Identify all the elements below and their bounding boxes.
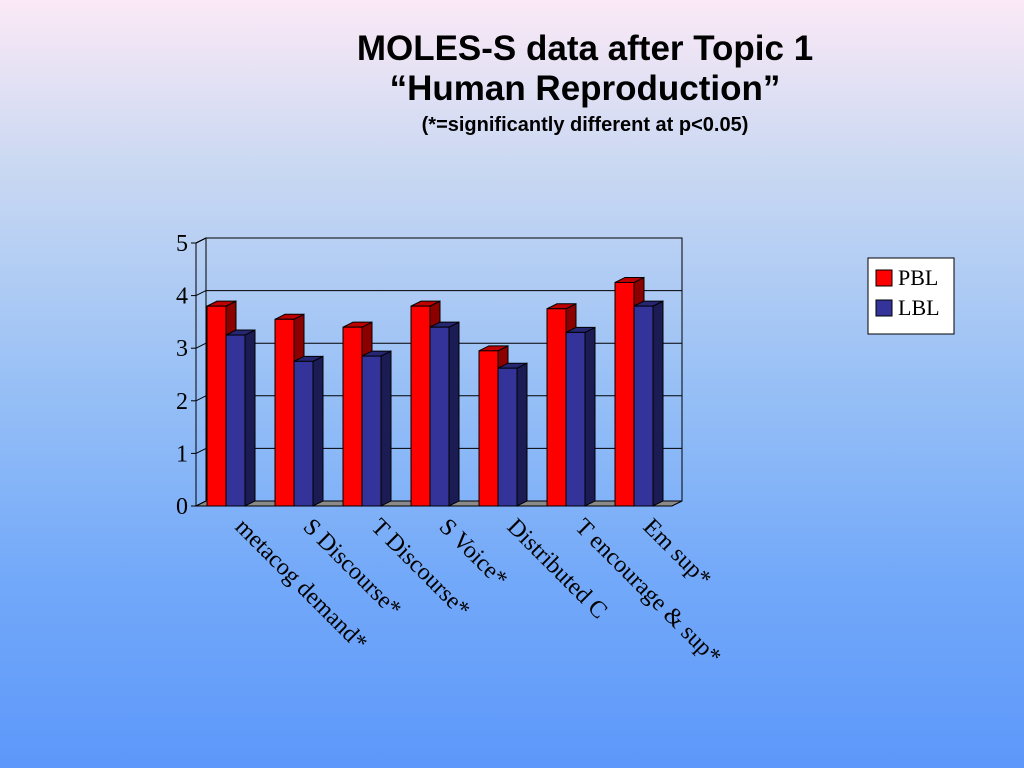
- bar-front-face: [546, 308, 567, 507]
- bar-front-face: [633, 305, 654, 507]
- gridline-side: [195, 237, 207, 244]
- bar-front-face: [274, 318, 295, 507]
- y-tick-label: 1: [176, 441, 188, 467]
- legend-swatch-lbl: [875, 299, 893, 317]
- bar-lbl: [293, 355, 324, 507]
- y-tick-label: 4: [176, 284, 188, 310]
- legend-swatch-pbl: [875, 269, 893, 287]
- legend-label-lbl: LBL: [898, 295, 940, 320]
- plot-area-side-wall: [195, 237, 207, 507]
- gridline-side: [195, 342, 207, 349]
- bar-front-face: [478, 350, 499, 507]
- bar-front-face: [410, 305, 431, 507]
- bar-front-face: [225, 334, 246, 507]
- gridline-side: [195, 290, 207, 297]
- bar-side-face: [584, 326, 596, 507]
- bar-lbl: [633, 300, 664, 507]
- bar-front-face: [206, 305, 227, 507]
- bar-side-face: [516, 362, 528, 507]
- slide-subtitle: “Human Reproduction”: [389, 69, 781, 108]
- bar-front-face: [614, 281, 635, 507]
- bar-side-face: [652, 300, 664, 507]
- bar-lbl: [497, 362, 528, 507]
- slide-title: MOLES-S data after Topic 1: [356, 29, 814, 68]
- bar-front-face: [361, 355, 382, 507]
- legend-label-pbl: PBL: [898, 265, 938, 290]
- bar-side-face: [244, 329, 256, 507]
- y-tick-label: 2: [176, 389, 188, 415]
- gridline-side: [195, 447, 207, 454]
- slide-title-block: MOLES-S data after Topic 1 “Human Reprod…: [230, 30, 940, 140]
- bar-lbl: [225, 329, 256, 507]
- bar-front-face: [293, 360, 314, 507]
- bar-lbl: [565, 326, 596, 507]
- bar-front-face: [565, 331, 586, 507]
- significance-note: (*=significantly different at p<0.05): [421, 114, 749, 136]
- bar-lbl: [361, 350, 392, 507]
- y-tick-label: 3: [176, 336, 188, 362]
- bar-front-face: [497, 367, 518, 507]
- y-tick-label: 0: [176, 494, 188, 520]
- bar-side-face: [312, 355, 324, 507]
- bar-front-face: [429, 326, 450, 507]
- bar-side-face: [380, 350, 392, 507]
- bar-front-face: [342, 326, 363, 507]
- bar-side-face: [448, 321, 460, 507]
- bar-lbl: [429, 321, 460, 507]
- gridline-side: [195, 395, 207, 402]
- y-tick-label: 5: [176, 231, 188, 257]
